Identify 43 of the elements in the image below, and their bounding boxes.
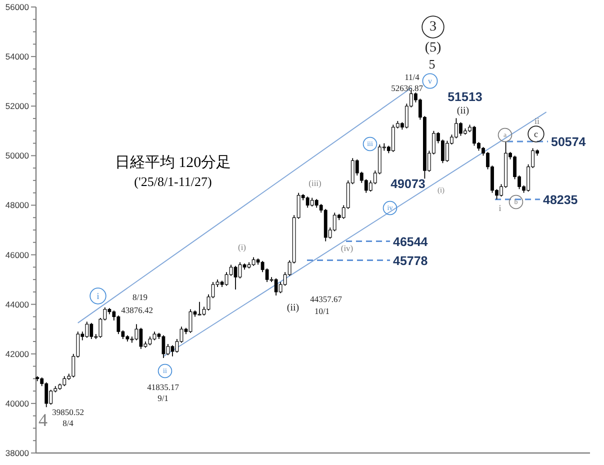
annotation: (iii) xyxy=(308,178,322,188)
annotation: 39850.52 xyxy=(52,407,84,417)
annotation: (i) xyxy=(238,242,246,252)
annotation: (ii) xyxy=(286,302,300,314)
annotation: 43876.42 xyxy=(121,305,153,315)
annotation: 11/4 xyxy=(404,72,420,82)
y-tick-label: 44000 xyxy=(5,299,30,310)
y-tick-label: 38000 xyxy=(5,448,30,458)
annotation: (ii) xyxy=(456,106,470,116)
annotation: 8/4 xyxy=(62,418,74,428)
candlestick xyxy=(198,301,202,316)
annotation: i xyxy=(498,203,502,213)
y-tick-label: 56000 xyxy=(5,2,30,12)
annotation: 10/1 xyxy=(314,306,330,316)
y-tick-label: 50000 xyxy=(5,150,30,161)
text: 日経平均 120分足 xyxy=(114,154,232,171)
y-tick-label: 52000 xyxy=(5,101,30,112)
annotation: 41835.17 xyxy=(147,382,179,392)
annotation: 3 xyxy=(430,20,436,34)
y-tick-label: 42000 xyxy=(5,348,30,359)
ref-line-label: 48235 xyxy=(543,192,578,207)
text: ('25/8/1-11/27) xyxy=(134,174,212,189)
annotation: 5 xyxy=(428,56,436,72)
ref-line-label: 45778 xyxy=(393,254,428,268)
ref-line-label: 50574 xyxy=(551,134,586,149)
annotation: v xyxy=(428,76,432,86)
annotation: 52636.87 xyxy=(391,83,423,93)
annotation: 49073 xyxy=(390,177,426,191)
annotation: 8/19 xyxy=(132,292,148,302)
ref-line-label: 46544 xyxy=(393,234,428,249)
annotation: i xyxy=(96,291,100,301)
annotation: (iv) xyxy=(340,243,354,253)
annotation: 51513 xyxy=(448,90,482,104)
y-tick-label: 46000 xyxy=(5,250,30,260)
annotation: 44357.67 xyxy=(310,294,342,304)
annotation: (5) xyxy=(424,40,442,56)
annotation: 4 xyxy=(38,410,48,430)
annotation: 9/1 xyxy=(158,393,168,403)
y-tick-label: 54000 xyxy=(5,52,30,62)
annotation: c xyxy=(534,129,538,139)
y-tick-label: 48000 xyxy=(5,200,30,210)
annotation: ii xyxy=(534,116,540,126)
y-tick-label: 40000 xyxy=(5,398,30,408)
